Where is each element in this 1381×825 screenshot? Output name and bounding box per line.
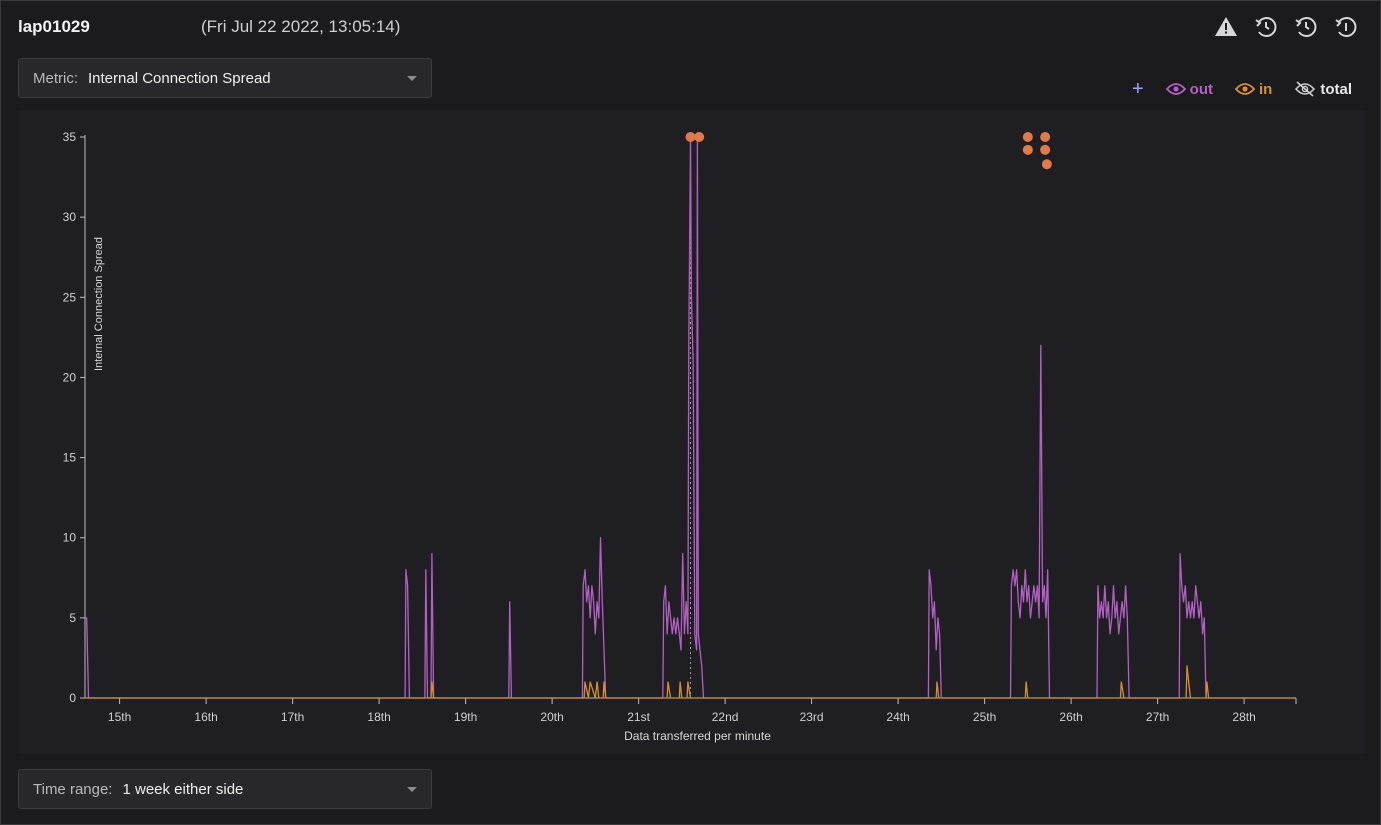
time-range-select-value: 1 week either side [122, 780, 244, 798]
plus-icon[interactable]: + [1131, 78, 1144, 100]
x-tick-label: 27th [1146, 710, 1169, 724]
x-tick-label: 15th [108, 710, 131, 724]
x-tick-label: 28th [1232, 710, 1255, 724]
chevron-down-icon [407, 76, 417, 81]
x-tick-label: 24th [886, 710, 909, 724]
x-tick-label: 23rd [800, 710, 824, 724]
chart[interactable]: 0 5 10 15 20 25 30 35 15th 16th 17th 18th 19th 20th 21… [18, 110, 1366, 754]
series-line-out [85, 136, 1296, 699]
legend-toggle-out[interactable]: out [1165, 80, 1213, 98]
y-tick-label: 0 [69, 691, 76, 705]
eye-icon [1165, 83, 1186, 95]
y-tick-label: 20 [63, 370, 77, 384]
chart-series [85, 136, 1296, 699]
chart-event-markers [685, 132, 1052, 170]
chevron-down-icon [407, 787, 417, 792]
chart-x-axis-label: Data transferred per minute [624, 729, 771, 743]
host-name: lap01029 [18, 17, 90, 36]
y-tick-label: 25 [63, 290, 77, 304]
alert-triangle-icon[interactable] [1214, 15, 1238, 39]
y-tick-label: 10 [63, 531, 77, 545]
eye-off-icon [1295, 81, 1316, 97]
x-tick-label: 18th [367, 710, 390, 724]
legend-toggle-in[interactable]: in [1234, 80, 1273, 98]
legend: + out in total [1131, 78, 1352, 100]
chart-ticks: 0 5 10 15 20 25 30 35 15th 16th 17th 18th 19th 20th 21… [63, 130, 1297, 724]
x-tick-label: 21st [627, 710, 650, 724]
history-icon[interactable] [1254, 15, 1278, 39]
legend-toggle-total[interactable]: total [1294, 81, 1352, 98]
y-tick-label: 35 [63, 130, 77, 144]
event-marker [694, 132, 705, 142]
metric-select[interactable]: Metric: Internal Connection Spread [18, 58, 432, 98]
event-marker [1040, 144, 1051, 155]
history-icon[interactable] [1334, 15, 1358, 39]
chart-y-axis-label: Internal Connection Spread [93, 237, 105, 371]
x-tick-label: 17th [281, 710, 304, 724]
series-line-in [85, 665, 1296, 699]
event-marker [1040, 132, 1051, 142]
metric-select-label: Metric: [33, 69, 78, 87]
x-tick-label: 19th [454, 710, 477, 724]
y-tick-label: 5 [69, 611, 76, 625]
y-tick-label: 30 [63, 210, 77, 224]
legend-label-in: in [1258, 80, 1273, 98]
event-marker [1022, 144, 1033, 155]
toolbar-icons [1214, 15, 1358, 39]
history-icon[interactable] [1294, 15, 1318, 39]
x-tick-label: 25th [973, 710, 996, 724]
x-tick-label: 22nd [712, 710, 739, 724]
legend-label-out: out [1189, 80, 1213, 98]
legend-label-total: total [1320, 80, 1352, 98]
x-tick-label: 20th [540, 710, 563, 724]
event-marker [1022, 132, 1033, 142]
y-tick-label: 15 [63, 451, 77, 465]
timestamp: (Fri Jul 22 2022, 13:05:14) [201, 17, 401, 36]
time-range-select-label: Time range: [33, 780, 113, 798]
x-tick-label: 16th [194, 710, 217, 724]
event-marker [685, 132, 696, 142]
event-marker [1041, 159, 1052, 170]
chart-panel: 0 5 10 15 20 25 30 35 15th 16th 17th 18th 19th 20th 21… [18, 110, 1366, 754]
eye-icon [1234, 83, 1255, 95]
time-range-select[interactable]: Time range: 1 week either side [18, 769, 432, 809]
x-tick-label: 26th [1059, 710, 1082, 724]
metric-select-value: Internal Connection Spread [88, 69, 271, 87]
